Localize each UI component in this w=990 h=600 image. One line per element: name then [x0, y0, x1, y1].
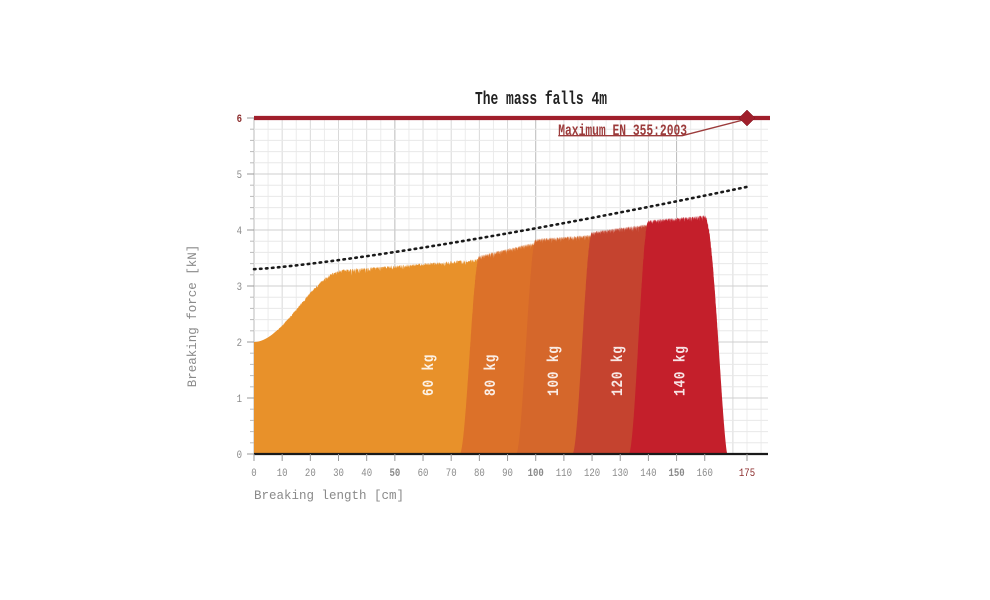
svg-text:140: 140: [640, 468, 656, 480]
svg-text:80 kg: 80 kg: [483, 354, 500, 396]
svg-text:110: 110: [556, 468, 572, 480]
svg-text:5: 5: [237, 170, 242, 182]
svg-text:160: 160: [697, 468, 713, 480]
svg-text:130: 130: [612, 468, 628, 480]
svg-text:Maximum EN 355:2003: Maximum EN 355:2003: [558, 124, 687, 141]
svg-text:120: 120: [584, 468, 600, 480]
svg-text:6: 6: [237, 114, 242, 126]
svg-text:0: 0: [237, 450, 242, 462]
svg-text:50: 50: [389, 468, 400, 480]
svg-text:Breaking length [cm]: Breaking length [cm]: [254, 489, 404, 503]
svg-text:80: 80: [474, 468, 485, 480]
svg-text:60: 60: [418, 468, 429, 480]
svg-text:20: 20: [305, 468, 316, 480]
svg-text:3: 3: [237, 282, 242, 294]
svg-text:Breaking force [kN]: Breaking force [kN]: [186, 245, 200, 388]
svg-text:1: 1: [237, 394, 242, 406]
svg-text:2: 2: [237, 338, 242, 350]
svg-text:100 kg: 100 kg: [546, 345, 563, 396]
svg-text:4: 4: [237, 226, 242, 238]
svg-text:100: 100: [528, 468, 544, 480]
svg-text:70: 70: [446, 468, 457, 480]
svg-text:0: 0: [251, 468, 256, 480]
svg-text:30: 30: [333, 468, 344, 480]
svg-text:175: 175: [739, 468, 755, 480]
svg-text:140 kg: 140 kg: [672, 345, 689, 396]
svg-text:The mass falls 4m: The mass falls 4m: [475, 89, 607, 110]
svg-text:10: 10: [277, 468, 288, 480]
svg-text:120 kg: 120 kg: [610, 345, 627, 396]
svg-text:40: 40: [361, 468, 372, 480]
svg-text:90: 90: [502, 468, 513, 480]
svg-text:150: 150: [668, 468, 684, 480]
svg-text:60 kg: 60 kg: [421, 354, 438, 396]
